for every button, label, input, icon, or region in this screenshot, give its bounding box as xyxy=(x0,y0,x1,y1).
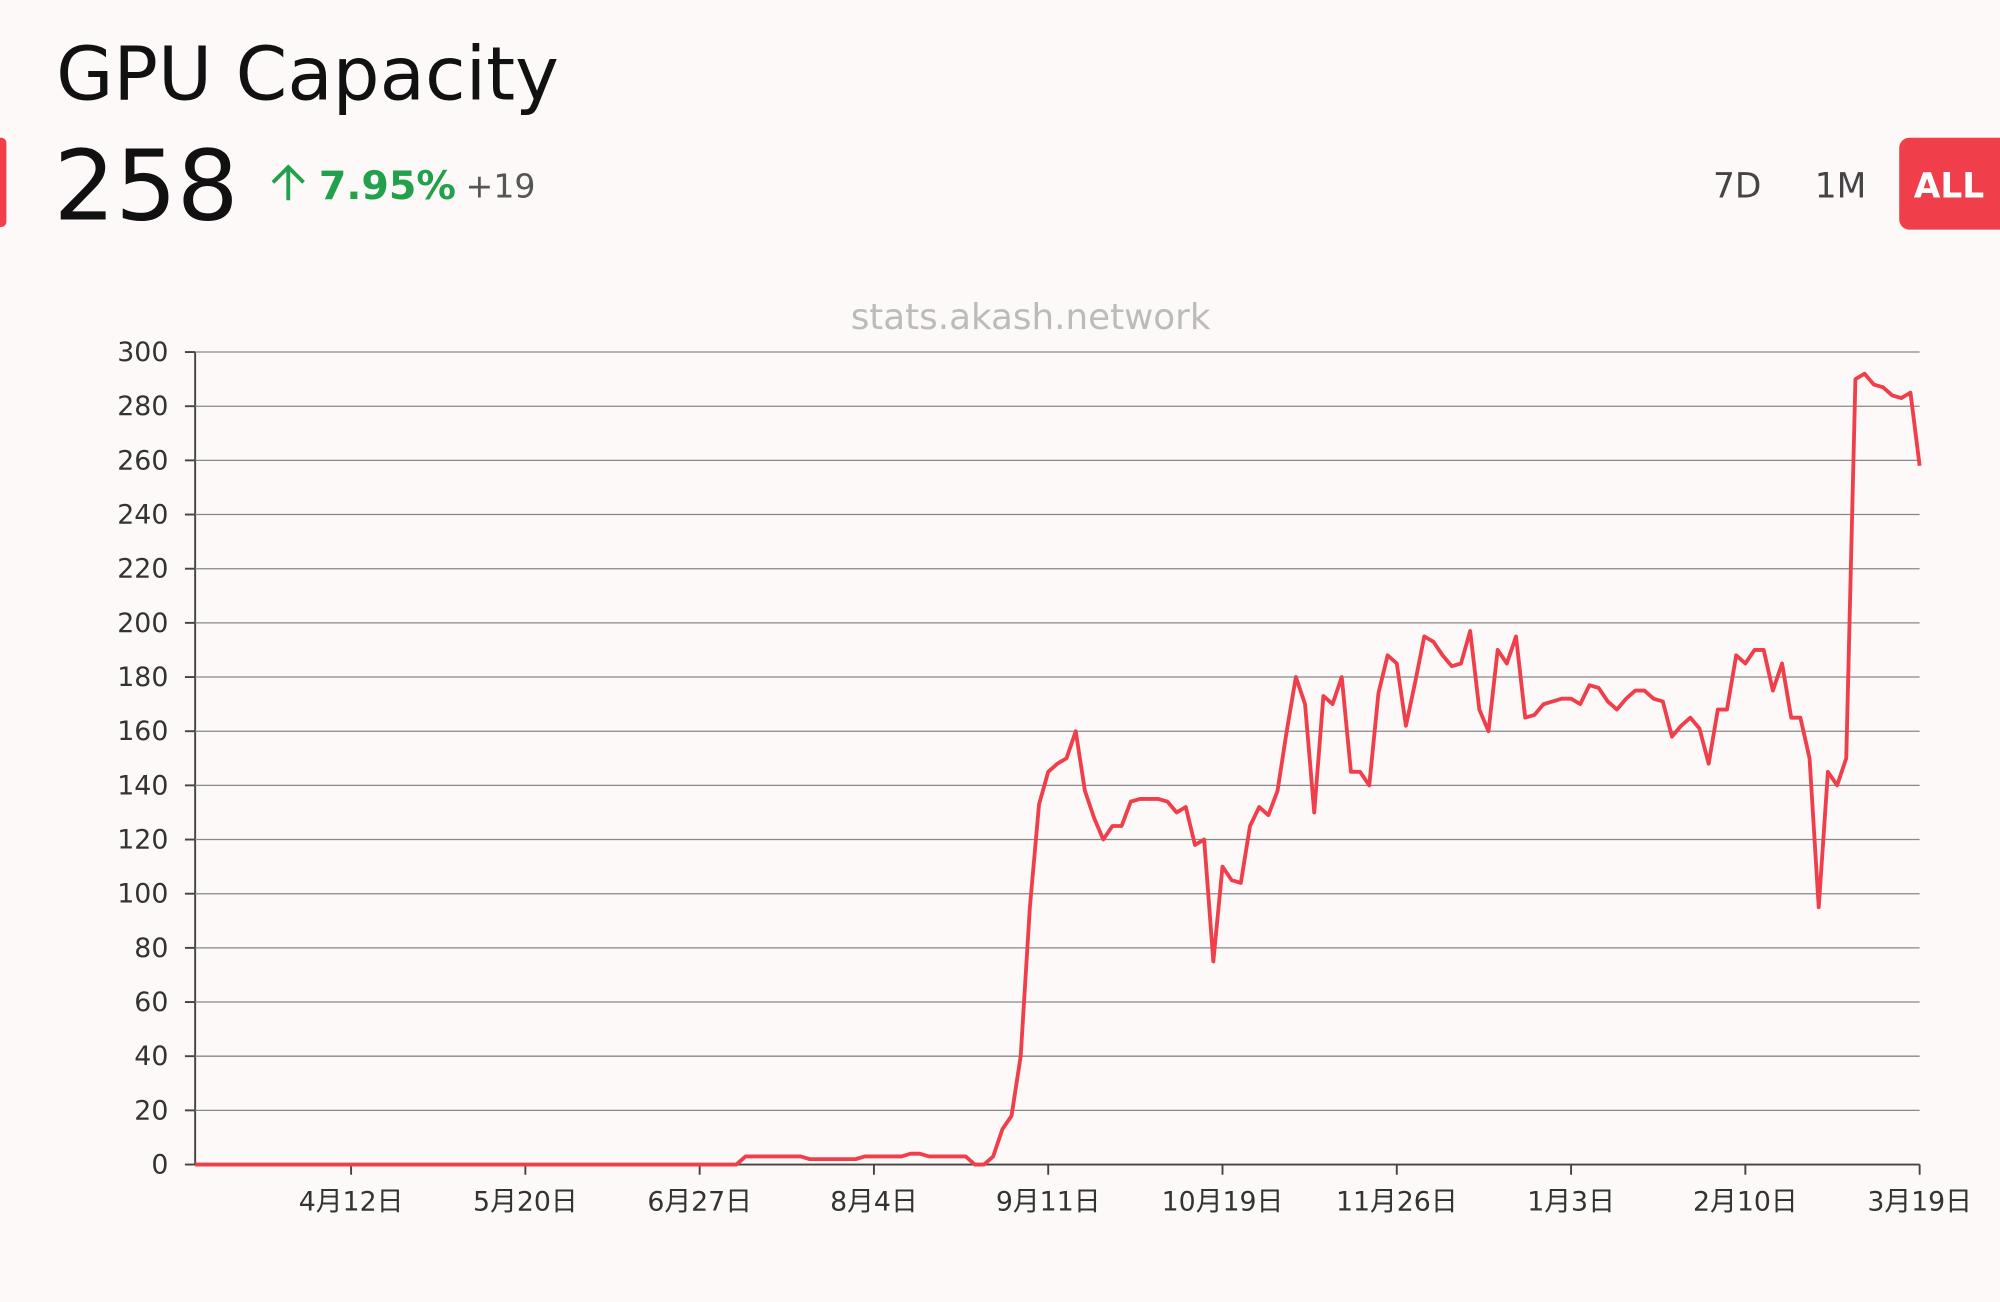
x-tick-label: 11月26日 xyxy=(1336,1186,1458,1217)
y-tick-label: 220 xyxy=(117,554,168,585)
data-line xyxy=(195,371,1922,1167)
y-tick-label: 260 xyxy=(117,445,168,476)
y-tick-label: 180 xyxy=(117,662,168,693)
change-delta: +19 xyxy=(466,167,536,206)
y-tick-label: 60 xyxy=(134,987,168,1018)
range-button[interactable]: 7D xyxy=(1713,167,1761,207)
range-button-bg[interactable] xyxy=(1899,137,2000,230)
x-tick-label: 6月27日 xyxy=(647,1186,752,1217)
current-value: 258 xyxy=(54,129,239,242)
change-percent: 7.95% xyxy=(319,163,456,209)
x-tick-label: 8月4日 xyxy=(830,1186,918,1217)
y-tick-label: 280 xyxy=(117,391,168,422)
y-tick-label: 200 xyxy=(117,608,168,639)
y-tick-label: 160 xyxy=(117,716,168,747)
y-tick-label: 240 xyxy=(117,499,168,530)
scaled-layer: GPU Capacity 258 7.95% +19 stats.akash.n… xyxy=(0,31,2000,1217)
chart-title: GPU Capacity xyxy=(56,31,559,117)
x-tick-label: 9月11日 xyxy=(996,1186,1101,1217)
side-accent xyxy=(0,137,7,228)
x-tick-label: 4月12日 xyxy=(299,1186,404,1217)
y-tick-label: 0 xyxy=(151,1149,168,1180)
y-tick-label: 120 xyxy=(117,824,168,855)
x-tick-label: 3月19日 xyxy=(1867,1186,1972,1217)
y-tick-label: 300 xyxy=(117,337,168,368)
y-tick-label: 20 xyxy=(134,1095,168,1126)
y-tick-label: 100 xyxy=(117,879,168,910)
y-tick-label: 40 xyxy=(134,1041,168,1072)
x-tick-label: 5月20日 xyxy=(473,1186,578,1217)
x-tick-label: 2月10日 xyxy=(1693,1186,1798,1217)
y-tick-label: 140 xyxy=(117,770,168,801)
watermark: stats.akash.network xyxy=(851,297,1211,338)
x-tick-label: 10月19日 xyxy=(1162,1186,1284,1217)
y-tick-label: 80 xyxy=(134,933,168,964)
up-arrow xyxy=(271,164,305,201)
range-button[interactable]: ALL xyxy=(1914,167,1985,207)
range-button[interactable]: 1M xyxy=(1815,167,1867,207)
x-tick-label: 1月3日 xyxy=(1527,1186,1615,1217)
